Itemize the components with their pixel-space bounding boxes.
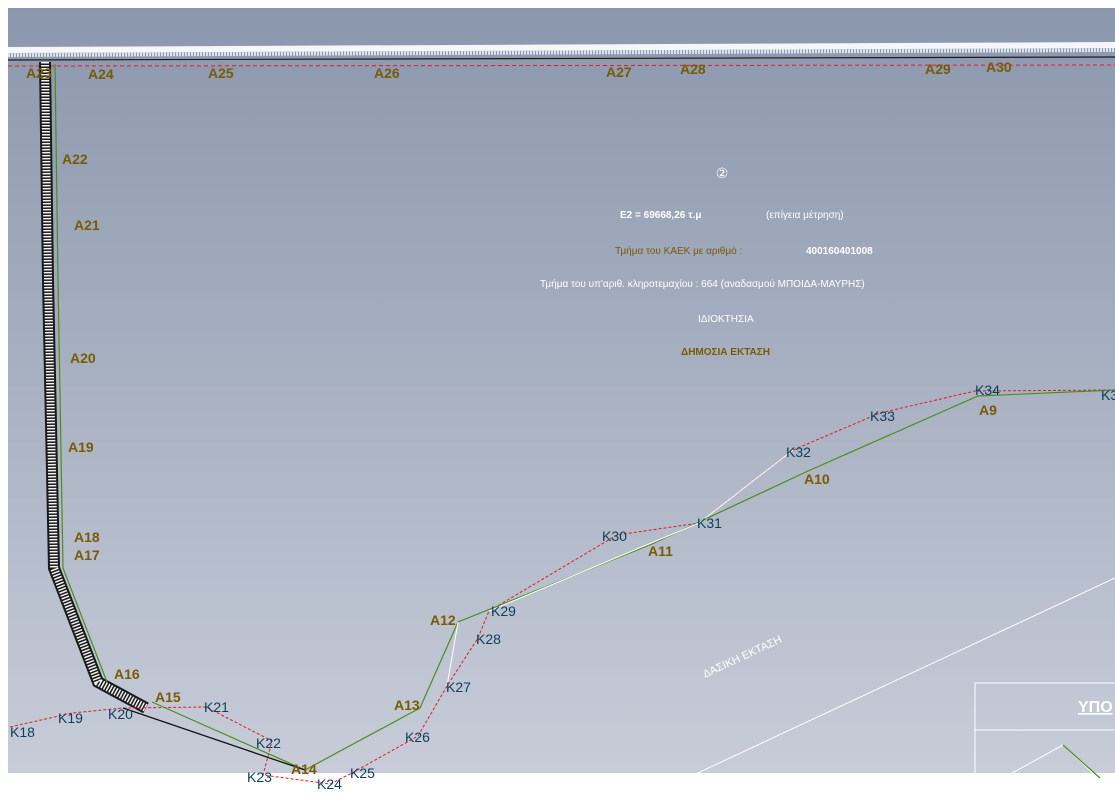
point-label-k23: K23 xyxy=(247,769,272,785)
point-label-k34: K34 xyxy=(975,382,1000,398)
k-boundary-line xyxy=(9,389,1115,785)
point-label-k26: K26 xyxy=(405,729,430,745)
point-label-k21: K21 xyxy=(204,699,229,715)
point-label-a16: A16 xyxy=(114,666,140,682)
point-label-a15: A15 xyxy=(155,689,181,705)
point-label-k22: K22 xyxy=(256,735,281,751)
point-label-k28: K28 xyxy=(476,631,501,647)
point-label-a25: A25 xyxy=(208,65,234,81)
point-label-a14: A14 xyxy=(291,761,317,777)
point-label-a29: A29 xyxy=(925,61,951,77)
left-boundary-hatch xyxy=(39,61,149,714)
point-label-k19: K19 xyxy=(58,710,83,726)
point-label-k32: K32 xyxy=(786,444,811,460)
point-label-a10: A10 xyxy=(804,471,830,487)
point-label-a23: A23 xyxy=(26,65,52,81)
point-label-a30: A30 xyxy=(986,59,1012,75)
point-label-a19: A19 xyxy=(68,439,94,455)
point-label-a21: A21 xyxy=(74,217,100,233)
point-label-a9: A9 xyxy=(979,402,997,418)
point-label-k18: K18 xyxy=(10,724,35,740)
point-label-a22: A22 xyxy=(62,151,88,167)
point-label-k20: K20 xyxy=(108,706,133,722)
white-edge-line-1 xyxy=(446,621,459,687)
point-label-k24: K24 xyxy=(317,776,342,792)
point-label-k25: K25 xyxy=(350,765,375,781)
ownership-label: ΙΔΙΟΚΤΗΣΙΑ xyxy=(698,314,754,325)
point-label-a24: A24 xyxy=(88,66,114,82)
top-boundary-hatch xyxy=(7,42,1115,67)
boundary-lines xyxy=(9,389,1115,785)
point-label-k33: K33 xyxy=(870,408,895,424)
point-labels: A23 A24 A25 A26 A27 A28 A29 A30 A22 A21 A20 A19 A18 A… xyxy=(10,59,1115,792)
point-label-k31: K31 xyxy=(697,515,722,531)
point-label-k27: K27 xyxy=(446,679,471,695)
point-label-a18: A18 xyxy=(74,529,100,545)
white-edge-line-2 xyxy=(488,449,794,612)
parcel-edge-line xyxy=(122,707,306,771)
point-label-a27: A27 xyxy=(606,64,632,80)
forest-boundary-line xyxy=(639,577,1115,801)
point-label-k3: K3 xyxy=(1101,387,1115,403)
area-value: E2 = 69668,26 τ.μ xyxy=(620,210,701,221)
point-label-a26: A26 xyxy=(374,65,400,81)
point-label-a13: A13 xyxy=(394,697,420,713)
parcel-number: ② xyxy=(716,165,729,181)
point-label-a17: A17 xyxy=(74,547,100,563)
point-label-a28: A28 xyxy=(680,61,706,77)
lot-description: Τμήμα του υπ'αριθ. κληροτεμαχίου : 664 (… xyxy=(540,278,865,290)
legend-title: ΥΠΟ xyxy=(1078,699,1113,716)
ownership-value: ΔΗΜΟΣΙΑ ΕΚΤΑΣΗ xyxy=(681,347,770,358)
area-method-note: (επίγεια μέτρηση) xyxy=(766,209,844,221)
drawing-background xyxy=(8,8,1115,773)
point-label-k29: K29 xyxy=(491,603,516,619)
point-label-k30: K30 xyxy=(602,528,627,544)
point-label-a12: A12 xyxy=(430,612,456,628)
kaek-number: 400160401008 xyxy=(806,246,873,257)
point-label-a20: A20 xyxy=(70,350,96,366)
legend-box: ΥΠΟ xyxy=(974,682,1115,779)
point-label-a11: A11 xyxy=(648,543,673,559)
kaek-label: Τμήμα του ΚΑΕΚ με αριθμό : xyxy=(615,245,742,257)
